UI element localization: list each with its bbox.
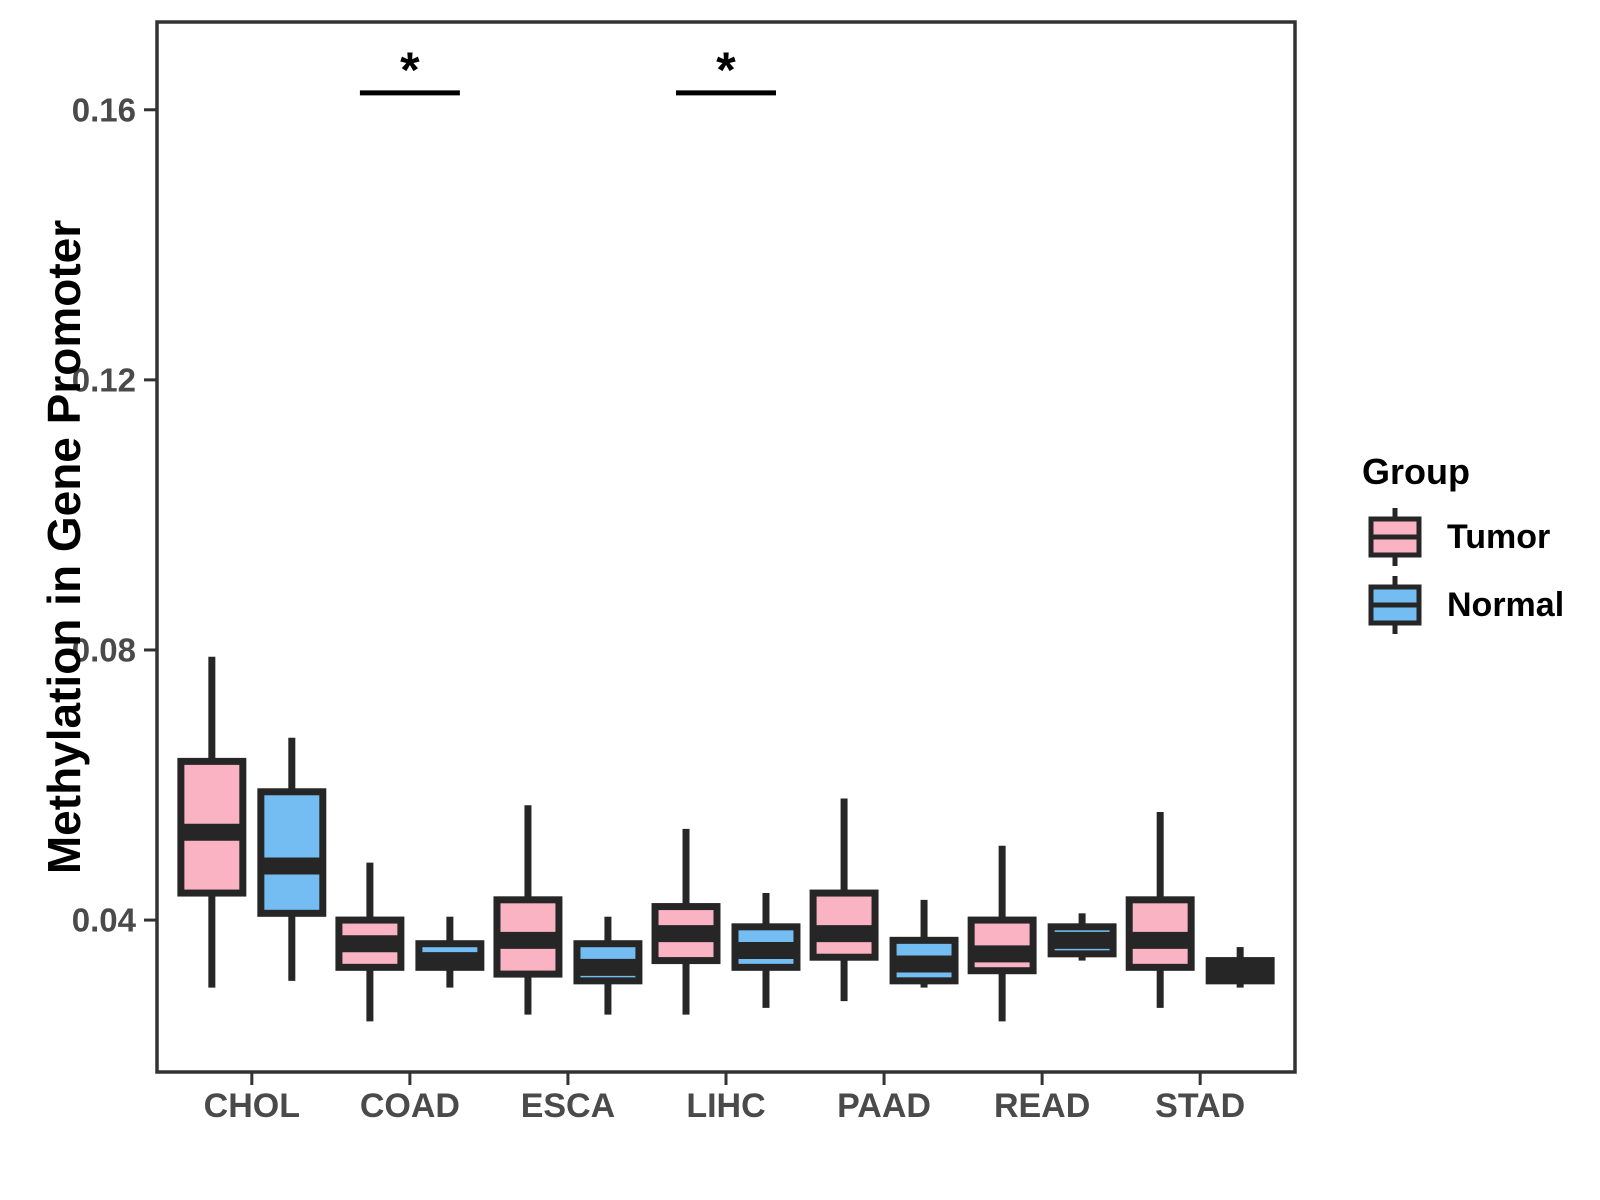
significance-star-LIHC: * [716, 42, 736, 98]
significance-star-COAD: * [400, 42, 420, 98]
box-normal-CHOL [257, 788, 327, 917]
x-tick-label-CHOL: CHOL [204, 1087, 300, 1125]
y-tick-label-0.04: 0.04 [72, 902, 137, 939]
x-tick-label-STAD: STAD [1155, 1087, 1245, 1125]
y-tick-label-0.08: 0.08 [72, 631, 136, 668]
x-tick-label-ESCA: ESCA [521, 1087, 615, 1125]
legend-label-normal: Normal [1447, 585, 1565, 624]
box-tumor-ESCA [493, 896, 563, 978]
y-tick-label-0.16: 0.16 [72, 91, 136, 128]
legend-label-tumor: Tumor [1447, 517, 1551, 556]
x-tick-label-COAD: COAD [360, 1087, 460, 1125]
legend-title: Group [1362, 451, 1470, 492]
boxplot-key-icon-normal [1368, 576, 1422, 634]
boxplot-key-icon-tumor [1368, 508, 1422, 566]
panel-border [155, 20, 1297, 1074]
x-tick-label-LIHC: LIHC [686, 1087, 765, 1125]
legend-item-normal: Normal [1368, 573, 1564, 637]
legend: Group Tumor Normal [1362, 450, 1564, 637]
x-tick-label-READ: READ [994, 1087, 1090, 1125]
legend-item-tumor: Tumor [1368, 505, 1564, 569]
x-tick-label-PAAD: PAAD [837, 1087, 931, 1125]
y-tick-label-0.12: 0.12 [72, 361, 136, 398]
y-axis-title: Methylation in Gene Promoter [38, 219, 90, 875]
